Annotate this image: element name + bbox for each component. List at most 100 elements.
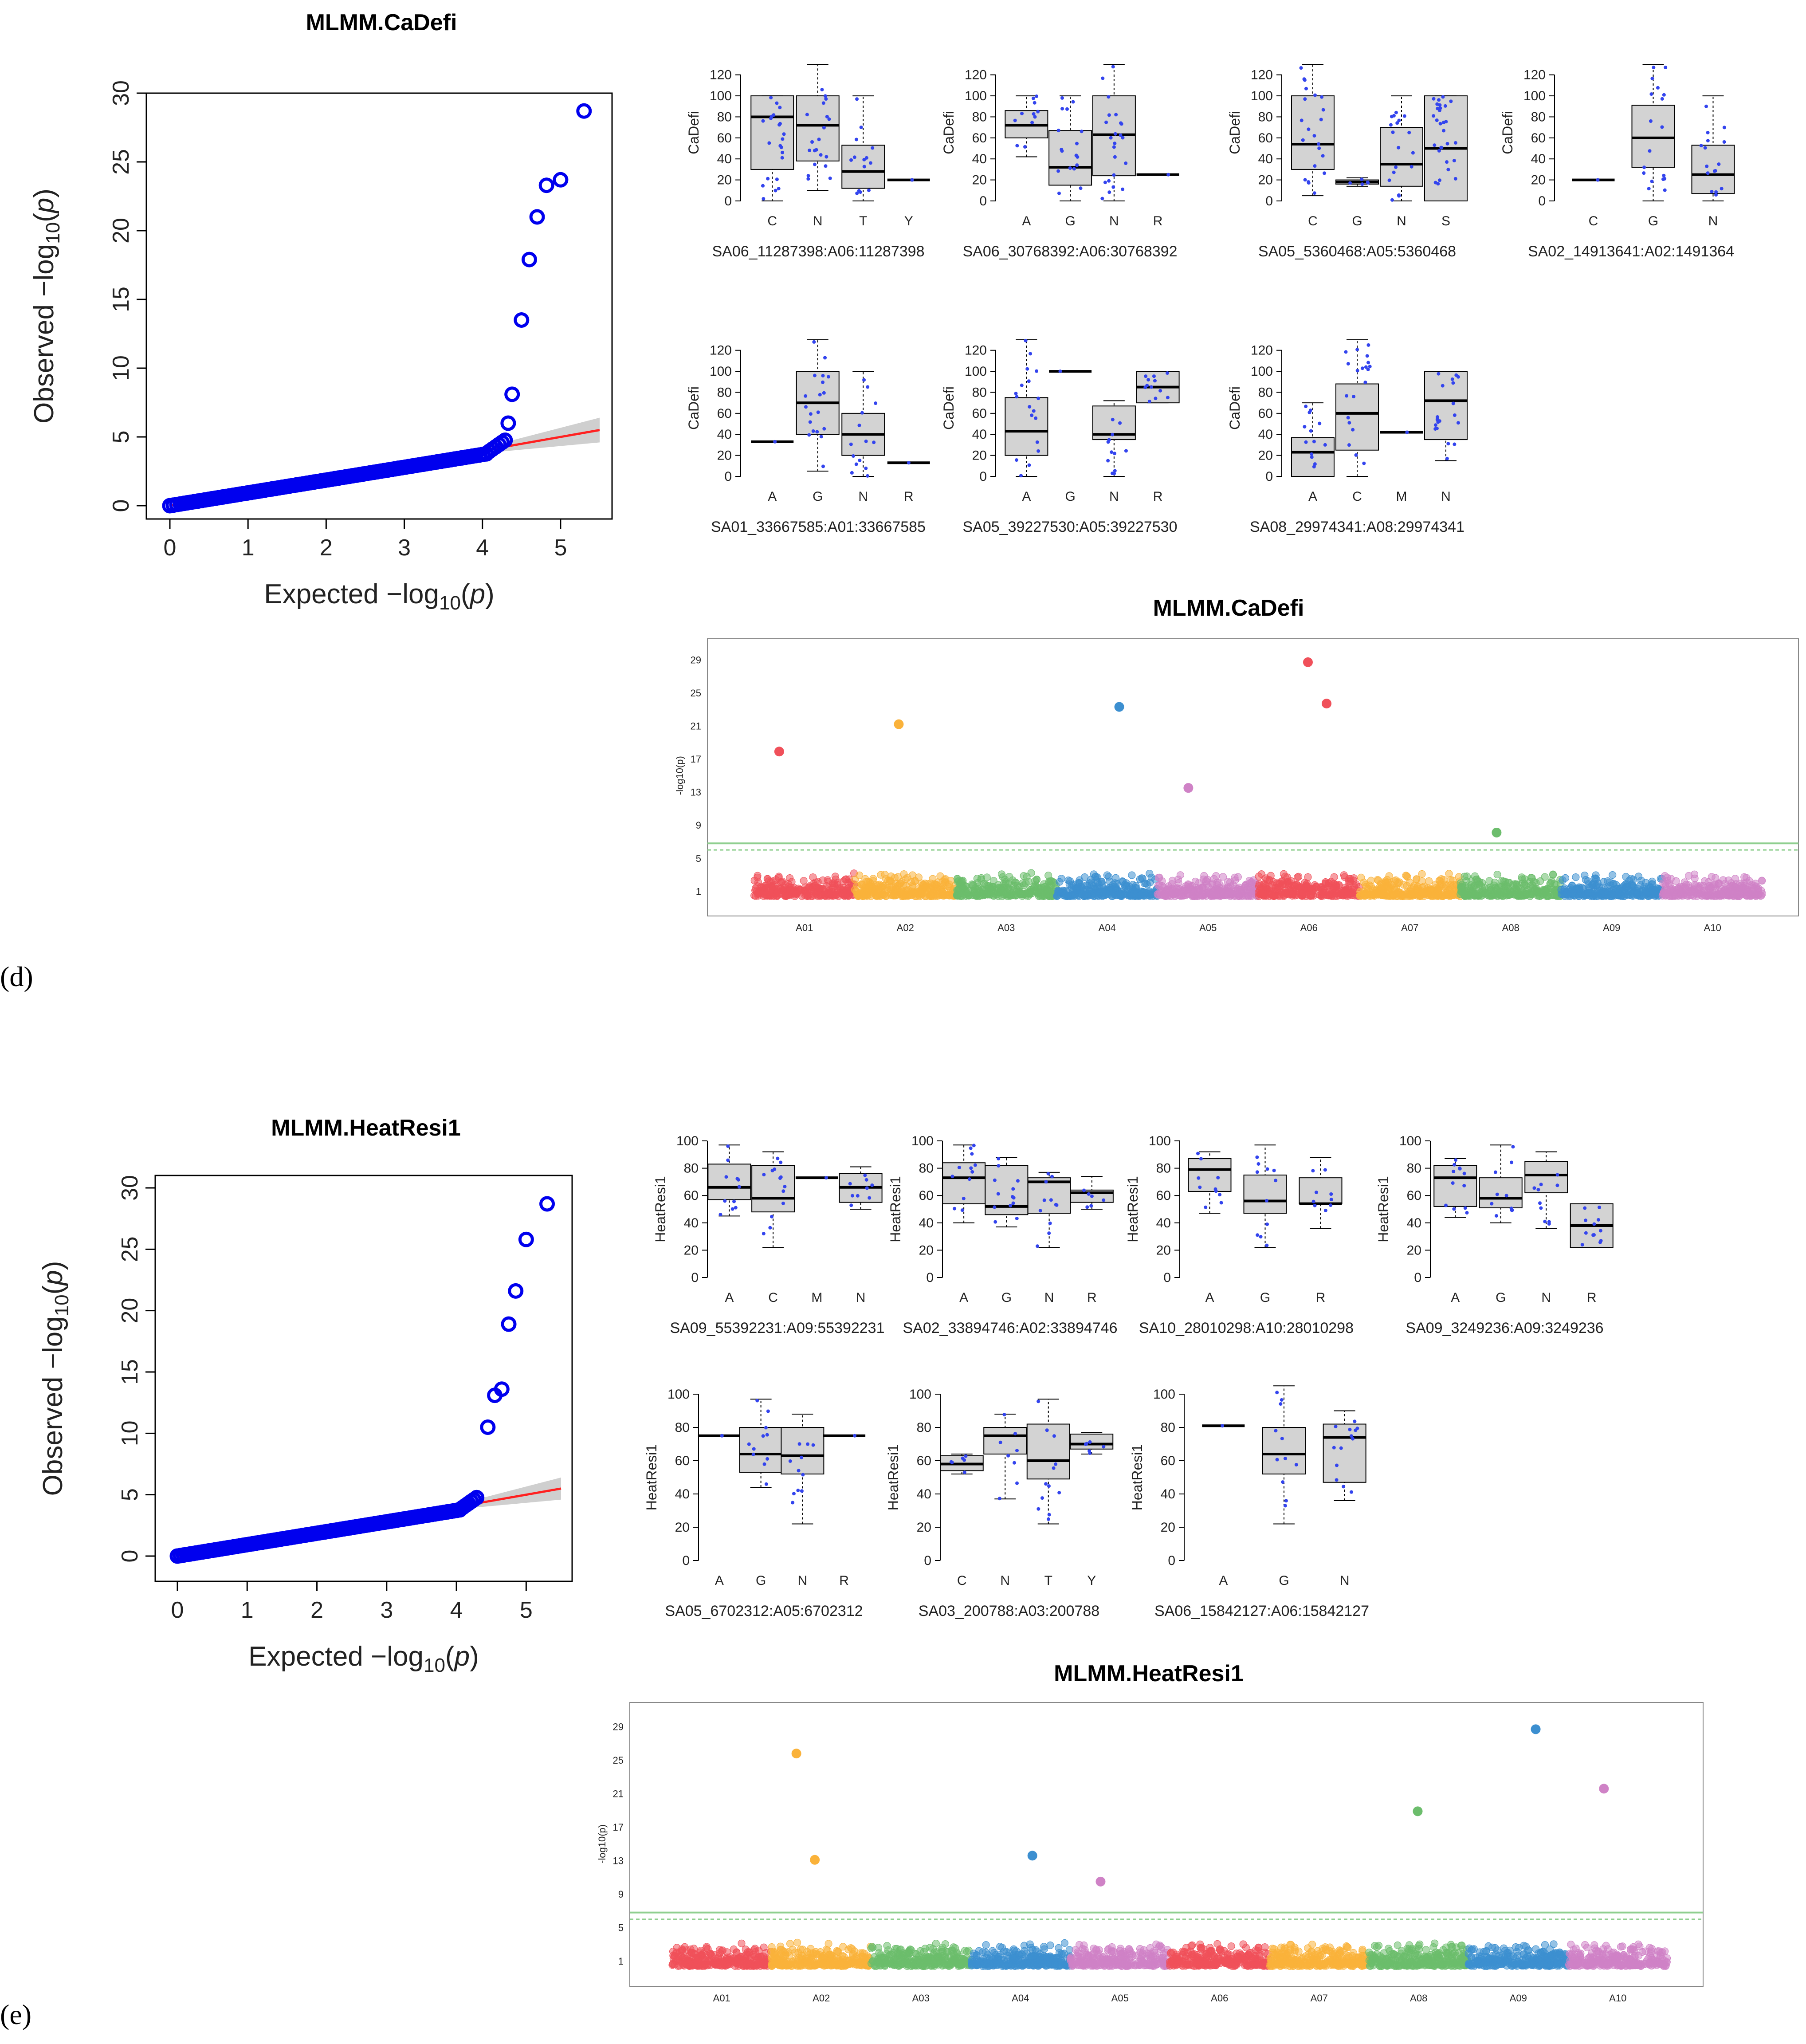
data-point xyxy=(1076,155,1080,159)
data-point xyxy=(1149,385,1153,389)
data-point xyxy=(1045,1428,1049,1432)
data-point xyxy=(1009,1203,1013,1207)
y-tick-label: 29 xyxy=(691,654,701,665)
data-point xyxy=(1342,1485,1346,1489)
snp-point xyxy=(814,878,822,886)
data-point xyxy=(734,1206,738,1210)
data-point xyxy=(1216,1175,1220,1179)
data-point xyxy=(1436,415,1440,419)
data-point xyxy=(1317,142,1321,146)
data-point xyxy=(796,1489,800,1493)
data-point xyxy=(1101,76,1105,80)
data-point xyxy=(1046,1517,1050,1521)
snp-point xyxy=(1179,892,1187,900)
box-body xyxy=(1335,383,1379,451)
data-point xyxy=(962,1458,966,1462)
snp-point xyxy=(1505,879,1513,887)
box-body xyxy=(1631,105,1675,168)
category-label: N xyxy=(1397,214,1406,228)
data-point xyxy=(1036,397,1040,401)
panel-label-d: (d) xyxy=(0,961,33,992)
snp-point xyxy=(834,1948,842,1956)
data-point xyxy=(907,461,911,465)
data-point xyxy=(862,157,866,161)
data-point xyxy=(957,1166,961,1170)
data-point xyxy=(780,156,784,160)
data-point xyxy=(1712,169,1716,173)
data-point xyxy=(1275,1391,1279,1395)
snp-point xyxy=(768,1961,776,1969)
data-point xyxy=(1323,443,1327,447)
data-point xyxy=(1111,65,1115,69)
y-tick-label: 100 xyxy=(1251,89,1273,103)
y-tick-label: 30 xyxy=(108,80,134,106)
snp-point xyxy=(730,1945,738,1953)
data-point xyxy=(1112,173,1116,177)
data-point xyxy=(813,149,817,153)
data-point xyxy=(1033,115,1037,119)
box-body xyxy=(1299,1177,1343,1204)
data-point xyxy=(806,1442,810,1446)
data-point xyxy=(1036,1507,1040,1511)
y-tick-label: 21 xyxy=(613,1788,624,1800)
data-point xyxy=(732,1199,736,1203)
data-point xyxy=(769,96,773,100)
y-tick-label: 80 xyxy=(917,1420,931,1435)
snp-point xyxy=(1164,892,1172,900)
snp-point xyxy=(1102,889,1110,897)
snp-point xyxy=(1460,889,1468,897)
data-point xyxy=(953,1207,957,1211)
snp-point xyxy=(1007,889,1015,897)
snp-point xyxy=(1568,881,1576,889)
data-point xyxy=(872,440,876,444)
snp-point xyxy=(1739,882,1747,890)
data-point xyxy=(1449,99,1453,103)
y-tick-label: 60 xyxy=(717,131,732,145)
category-label: A xyxy=(1205,1290,1214,1305)
y-tick-label: 0 xyxy=(924,1553,931,1568)
data-point xyxy=(1036,449,1040,453)
data-point xyxy=(1072,167,1076,171)
data-point xyxy=(816,410,820,414)
data-point xyxy=(1124,161,1128,165)
data-point xyxy=(821,373,825,377)
data-point xyxy=(1706,171,1710,175)
category-label: G xyxy=(1001,1290,1012,1305)
data-point xyxy=(1312,134,1316,138)
y-tick-label: 80 xyxy=(972,385,987,400)
category-label: G xyxy=(1648,214,1658,228)
snp-point xyxy=(824,1946,832,1954)
snp-point xyxy=(939,892,947,900)
category-label: C xyxy=(1352,489,1362,504)
y-tick-label: 10 xyxy=(108,355,134,381)
snp-point xyxy=(1046,1941,1054,1949)
qq-outlier-point xyxy=(576,103,592,119)
data-point xyxy=(1038,1209,1042,1213)
category-label: N xyxy=(1044,1290,1054,1305)
data-point xyxy=(1119,133,1123,137)
data-point xyxy=(1314,1191,1318,1195)
snp-point xyxy=(1388,891,1396,899)
data-point xyxy=(819,153,823,157)
snp-point xyxy=(819,1959,827,1967)
data-point xyxy=(1028,405,1032,409)
data-point xyxy=(970,1152,974,1156)
data-point xyxy=(865,1186,869,1190)
data-point xyxy=(1432,97,1436,101)
snp-point xyxy=(775,873,783,880)
data-point xyxy=(1027,379,1031,383)
snp-point xyxy=(927,892,935,900)
data-point xyxy=(1446,442,1450,446)
data-point xyxy=(736,1178,740,1182)
data-point xyxy=(1012,1196,1016,1200)
data-point xyxy=(762,1173,766,1177)
data-point xyxy=(1294,1463,1298,1467)
snp-point xyxy=(1200,875,1208,883)
data-point xyxy=(1023,145,1027,149)
data-point xyxy=(950,1460,954,1464)
box-body xyxy=(1380,127,1423,187)
y-tick-label: 100 xyxy=(965,364,987,379)
